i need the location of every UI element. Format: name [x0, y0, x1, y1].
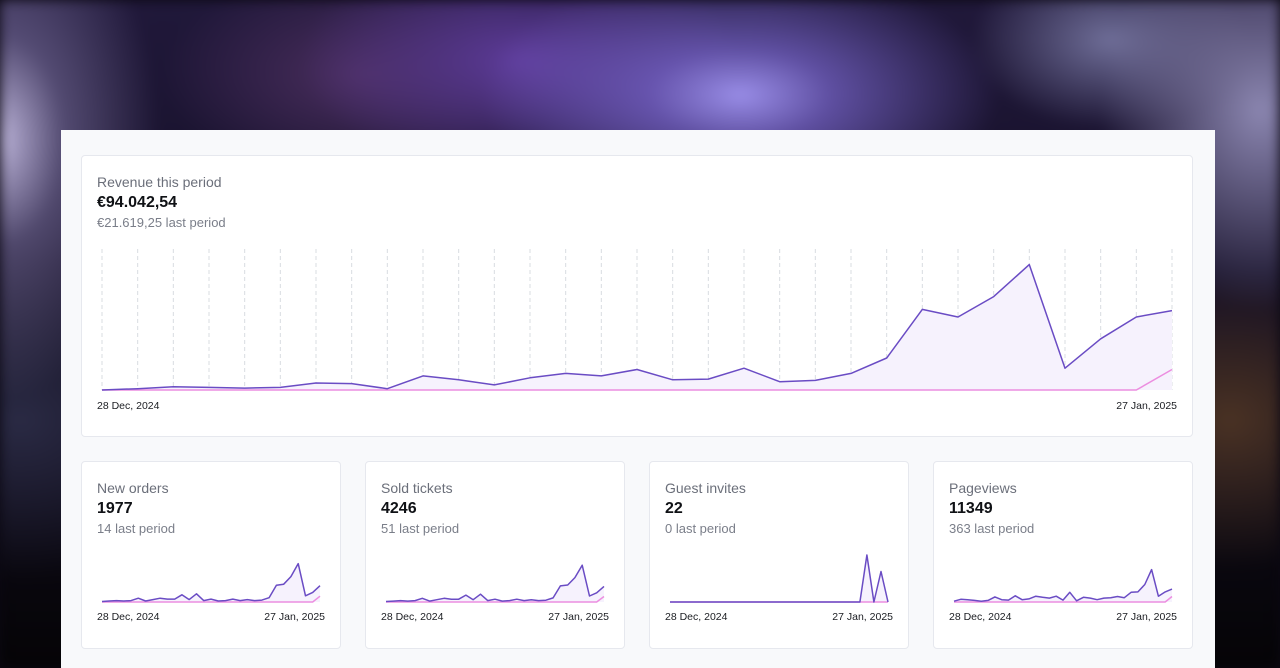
new-orders-chart: [101, 562, 321, 603]
current-period-line: [101, 562, 321, 603]
revenue-chart: [101, 249, 1173, 391]
pageviews-value: 11349: [949, 500, 993, 517]
current-period-area: [670, 555, 888, 602]
guest-invites-end-date: 27 Jan, 2025: [832, 611, 893, 623]
pageviews-end-date: 27 Jan, 2025: [1116, 611, 1177, 623]
guest-invites-start-date: 28 Dec, 2024: [665, 611, 728, 623]
previous-period-line: [954, 595, 1173, 603]
sold-tickets-end-date: 27 Jan, 2025: [548, 611, 609, 623]
current-period-line: [101, 263, 1173, 391]
revenue-value: €94.042,54: [97, 194, 178, 211]
new-orders-value: 1977: [97, 500, 133, 517]
previous-period-line: [102, 368, 1173, 391]
new-orders-start-date: 28 Dec, 2024: [97, 611, 160, 623]
sold-tickets-previous: 51 last period: [381, 521, 460, 536]
current-period-line: [953, 568, 1173, 602]
revenue-label: Revenue this period: [97, 174, 222, 190]
guest-invites-value: 22: [665, 500, 683, 517]
current-period-area: [102, 264, 1172, 390]
revenue-previous: €21.619,25 last period: [97, 215, 226, 230]
guest-invites-label: Guest invites: [665, 480, 746, 496]
previous-period-line: [386, 595, 605, 603]
revenue-end-date: 27 Jan, 2025: [1116, 400, 1177, 412]
pageviews-start-date: 28 Dec, 2024: [949, 611, 1012, 623]
previous-period-line: [102, 595, 321, 603]
pageviews-label: Pageviews: [949, 480, 1017, 496]
pageviews-card: Pageviews 11349 363 last period 28 Dec, …: [933, 461, 1193, 649]
guest-invites-chart: [670, 554, 889, 603]
pageviews-previous: 363 last period: [949, 521, 1035, 536]
new-orders-end-date: 27 Jan, 2025: [264, 611, 325, 623]
dashboard-panel: Revenue this period €94.042,54 €21.619,2…: [61, 130, 1215, 668]
current-period-line: [385, 564, 605, 603]
new-orders-previous: 14 last period: [97, 521, 176, 536]
new-orders-label: New orders: [97, 480, 169, 496]
sold-tickets-card: Sold tickets 4246 51 last period 28 Dec,…: [365, 461, 625, 649]
sold-tickets-label: Sold tickets: [381, 480, 453, 496]
pageviews-chart: [953, 568, 1173, 603]
sold-tickets-start-date: 28 Dec, 2024: [381, 611, 444, 623]
revenue-card: Revenue this period €94.042,54 €21.619,2…: [81, 155, 1193, 437]
current-period-line: [670, 554, 889, 603]
guest-invites-card: Guest invites 22 0 last period 28 Dec, 2…: [649, 461, 909, 649]
sold-tickets-chart: [385, 564, 605, 603]
guest-invites-previous: 0 last period: [665, 521, 736, 536]
sold-tickets-value: 4246: [381, 500, 417, 517]
current-period-area: [954, 569, 1172, 602]
new-orders-card: New orders 1977 14 last period 28 Dec, 2…: [81, 461, 341, 649]
current-period-area: [102, 563, 320, 602]
revenue-start-date: 28 Dec, 2024: [97, 400, 160, 412]
current-period-area: [386, 565, 604, 602]
